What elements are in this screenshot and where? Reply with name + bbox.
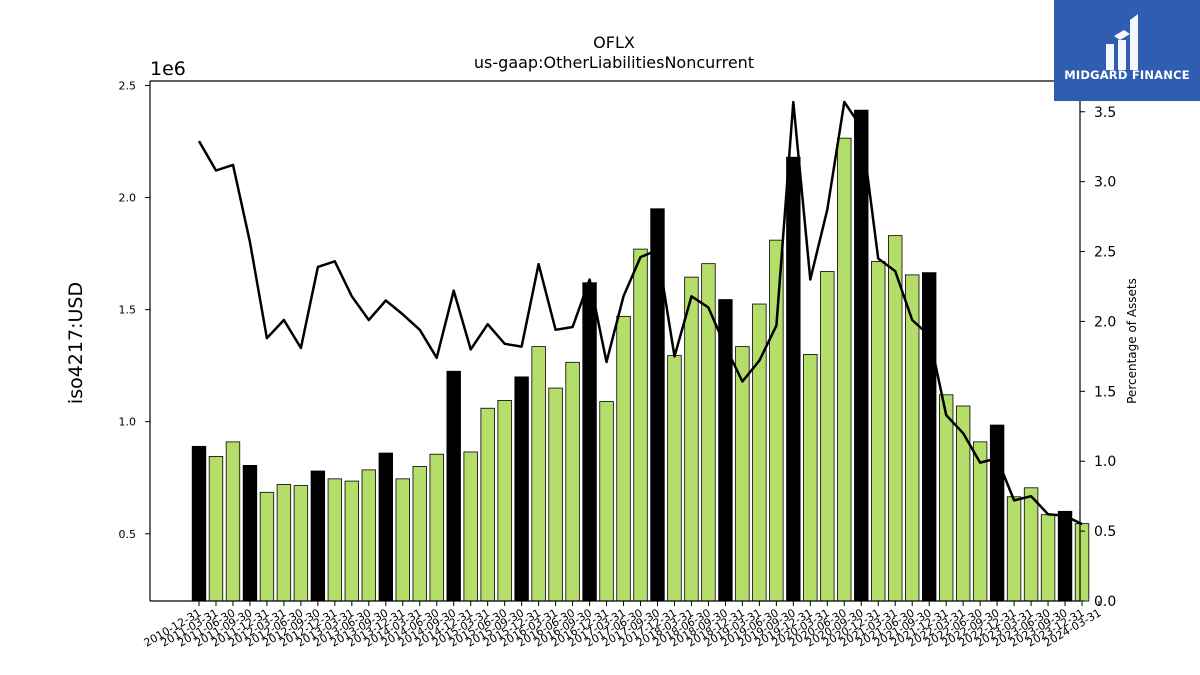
logo-mark-icon [1106, 14, 1138, 70]
bar [599, 401, 614, 602]
y2-tick-label: 3.5 [1094, 105, 1116, 121]
chart-subtitle: us-gaap:OtherLiabilitiesNoncurrent [474, 53, 754, 72]
chart-title: OFLX [593, 33, 635, 52]
bar [497, 399, 512, 602]
bar [1023, 487, 1039, 602]
plot-area: 0.51.01.52.02.50.00.51.01.52.02.53.03.52… [119, 79, 1117, 649]
bar [1074, 523, 1090, 602]
bar [565, 361, 580, 602]
bar [1040, 514, 1056, 602]
y2-tick-label: 0.5 [1094, 524, 1116, 540]
bar [514, 376, 529, 602]
y2-tick-label: 1.0 [1094, 454, 1116, 470]
bar [582, 282, 597, 602]
y-tick-label: 2.5 [119, 79, 137, 92]
bar [684, 276, 699, 602]
bar [938, 394, 954, 602]
bar [803, 354, 818, 602]
bar [972, 441, 988, 602]
bar [463, 451, 478, 602]
bar [921, 272, 937, 602]
bar [531, 346, 546, 602]
bar [412, 466, 427, 602]
series-line [197, 100, 1083, 526]
bar [276, 484, 292, 602]
bar [633, 248, 648, 602]
bar [208, 456, 224, 602]
y2-tick-label: 1.5 [1094, 384, 1116, 400]
y-tick-label: 0.5 [119, 528, 137, 541]
bar [854, 109, 869, 602]
bar [701, 263, 716, 602]
bar [446, 370, 461, 602]
bar [395, 478, 410, 602]
bar [259, 491, 275, 602]
bar [548, 387, 563, 602]
bar [191, 445, 207, 602]
bar [769, 239, 784, 602]
y2-tick-label: 2.5 [1094, 245, 1116, 261]
y-tick-label: 2.0 [119, 192, 137, 205]
bar [310, 470, 326, 602]
brand-logo: MIDGARD FINANCE [1054, 0, 1200, 101]
y-offset-text: 1e6 [150, 58, 186, 80]
bar [327, 478, 343, 602]
bar [820, 271, 835, 602]
bar [480, 407, 495, 602]
y-axis-label: iso4217:USD [65, 282, 87, 404]
logo-text: MIDGARD FINANCE [1064, 68, 1190, 82]
bar [344, 480, 360, 602]
bar [735, 346, 750, 602]
y2-tick-label: 0.0 [1094, 594, 1116, 610]
y2-axis-label: Percentage of Assets [1125, 278, 1139, 404]
y-tick-label: 1.5 [119, 304, 137, 317]
y2-tick-label: 2.0 [1094, 314, 1116, 330]
bar [888, 235, 903, 602]
bar [1006, 496, 1022, 602]
bar [871, 261, 886, 602]
bar [1057, 510, 1073, 602]
bar [837, 137, 852, 602]
bar [989, 424, 1005, 602]
bar [429, 453, 444, 602]
y2-tick-label: 3.0 [1094, 175, 1116, 191]
bar [616, 315, 631, 602]
bar [650, 208, 665, 602]
bar [361, 469, 377, 602]
bar [378, 452, 393, 602]
y-tick-label: 1.0 [119, 416, 137, 429]
bar [667, 355, 682, 602]
bar [242, 464, 258, 602]
bar [786, 156, 801, 602]
bar [293, 485, 309, 602]
bar [225, 441, 241, 602]
